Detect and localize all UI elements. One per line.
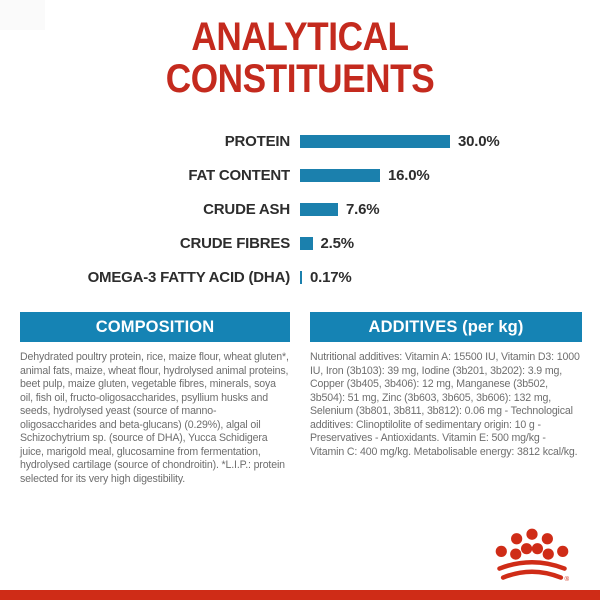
registered-mark: ®: [565, 575, 570, 583]
additives-section: ADDITIVES (per kg) Nutritional additives…: [310, 312, 582, 459]
chart-bar: [300, 202, 338, 216]
chart-value-label: 16.0%: [388, 166, 430, 184]
chart-row: CRUDE ASH 7.6%: [20, 192, 580, 226]
page-title-line1: ANALYTICAL: [191, 15, 409, 59]
bottom-red-bar: [0, 590, 600, 600]
chart-category-label: OMEGA-3 FATTY ACID (DHA): [87, 268, 291, 286]
chart-category-label: PROTEIN: [224, 132, 290, 150]
chart-bar: [300, 168, 380, 182]
chart-category-label: CRUDE ASH: [203, 200, 290, 218]
chart-row: CRUDE FIBRES 2.5%: [20, 226, 580, 260]
page-title-line2: CONSTITUENTS: [165, 57, 435, 101]
additives-header: ADDITIVES (per kg): [310, 312, 582, 342]
chart-row: OMEGA-3 FATTY ACID (DHA) 0.17%: [20, 260, 580, 294]
royal-canin-crown-logo: ®: [495, 528, 570, 583]
chart-bar: [300, 236, 313, 250]
chart-bar: [300, 270, 302, 284]
analytical-chart: PROTEIN 30.0% FAT CONTENT 16.0% CRUDE ASH 7.6…: [20, 124, 580, 294]
corner-artifact: [0, 0, 45, 30]
page-title: ANALYTICAL CONSTITUENTS: [36, 16, 564, 100]
chart-row: FAT CONTENT 16.0%: [20, 158, 580, 192]
composition-body: Dehydrated poultry protein, rice, maize …: [20, 351, 289, 485]
chart-value-label: 30.0%: [458, 132, 500, 150]
chart-value-label: 0.17%: [310, 268, 352, 286]
composition-section: COMPOSITION Dehydrated poultry protein, …: [20, 312, 290, 486]
chart-bar: [300, 134, 450, 148]
additives-body: Nutritional additives: Vitamin A: 15500 …: [310, 351, 580, 458]
composition-header: COMPOSITION: [20, 312, 290, 342]
chart-value-label: 7.6%: [346, 200, 380, 218]
chart-value-label: 2.5%: [320, 234, 355, 252]
chart-category-label: FAT CONTENT: [188, 166, 290, 184]
chart-category-label: CRUDE FIBRES: [179, 234, 290, 252]
chart-row: PROTEIN 30.0%: [20, 124, 580, 158]
